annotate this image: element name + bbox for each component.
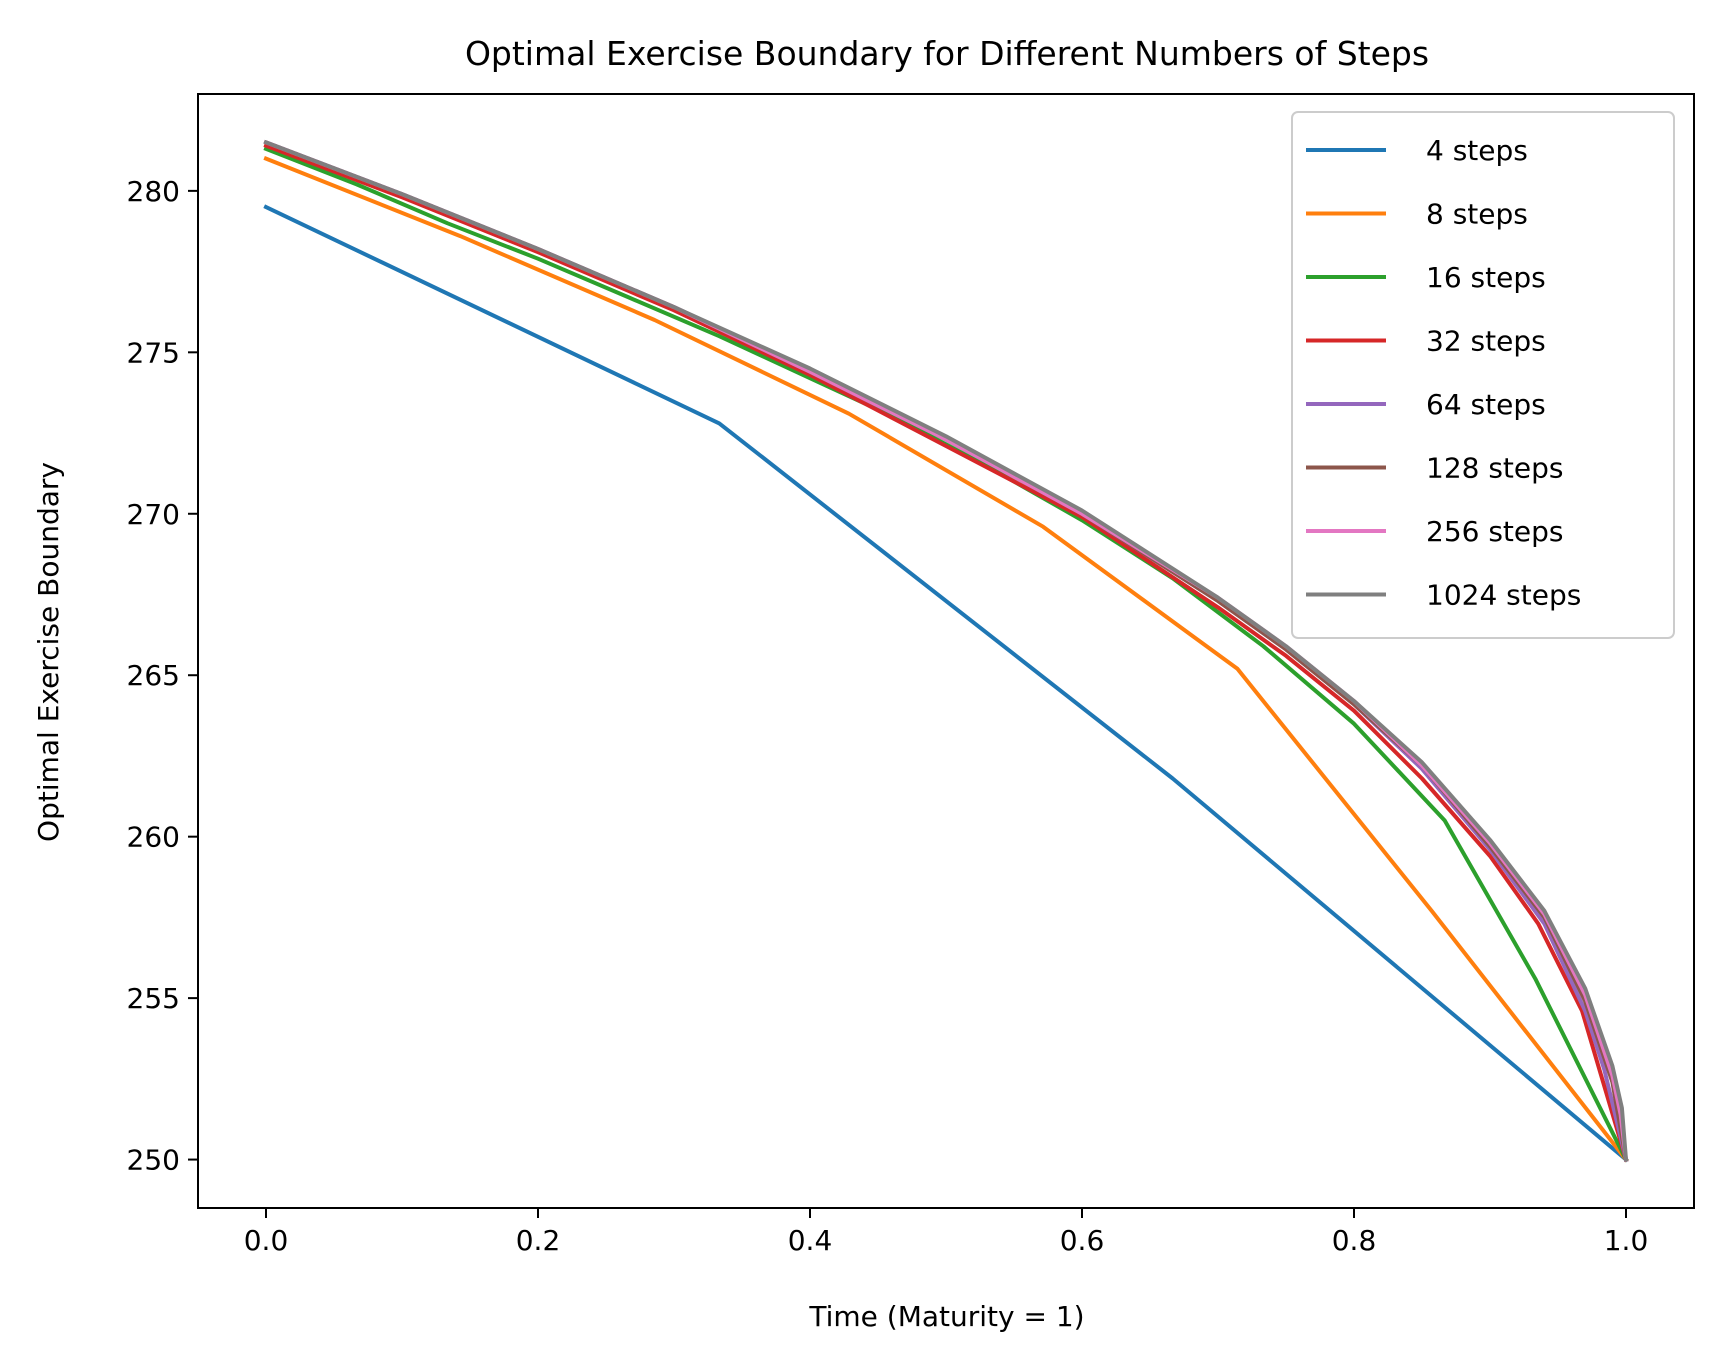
y-tick-label: 255 xyxy=(127,982,180,1015)
x-axis-label: Time (Maturity = 1) xyxy=(808,1300,1084,1333)
x-tick-label: 0.4 xyxy=(788,1224,833,1257)
y-tick-label: 250 xyxy=(127,1144,180,1177)
legend-label: 1024 steps xyxy=(1426,579,1581,612)
series-line-8 xyxy=(263,139,1629,1162)
plot-area xyxy=(263,139,1629,1163)
series-line-1 xyxy=(263,204,1629,1163)
x-tick-label: 1.0 xyxy=(1604,1224,1649,1257)
legend-label: 128 steps xyxy=(1426,452,1564,485)
axes: 0.0 0.2 0.4 0.6 0.8 1.0 250 255 260 265 270 275 280 xyxy=(127,175,1649,1257)
legend-label: 8 steps xyxy=(1426,198,1528,231)
x-tick-label: 0.6 xyxy=(1060,1224,1105,1257)
legend-label: 4 steps xyxy=(1426,134,1528,167)
y-tick-label: 275 xyxy=(127,336,180,369)
x-tick-label: 0.2 xyxy=(516,1224,561,1257)
legend: 4 steps 8 steps 16 steps 32 steps 64 steps 12… xyxy=(1291,111,1675,639)
y-axis-label: Optimal Exercise Boundary xyxy=(32,462,65,842)
legend-label: 16 steps xyxy=(1426,261,1546,294)
chart-title: Optimal Exercise Boundary for Different … xyxy=(465,34,1429,73)
y-tick-label: 265 xyxy=(127,659,180,692)
legend-label: 256 steps xyxy=(1426,515,1564,548)
legend-label: 64 steps xyxy=(1426,388,1546,421)
x-tick-label: 0.0 xyxy=(244,1224,289,1257)
legend-box xyxy=(1291,111,1675,639)
y-tick-label: 280 xyxy=(127,175,180,208)
x-tick-label: 0.8 xyxy=(1332,1224,1377,1257)
y-tick-label: 260 xyxy=(127,821,180,854)
series-line-2 xyxy=(263,156,1629,1163)
series-line-4 xyxy=(263,143,1629,1163)
y-tick-label: 270 xyxy=(127,498,180,531)
legend-label: 32 steps xyxy=(1426,325,1546,358)
plot-frame xyxy=(197,93,1695,1209)
